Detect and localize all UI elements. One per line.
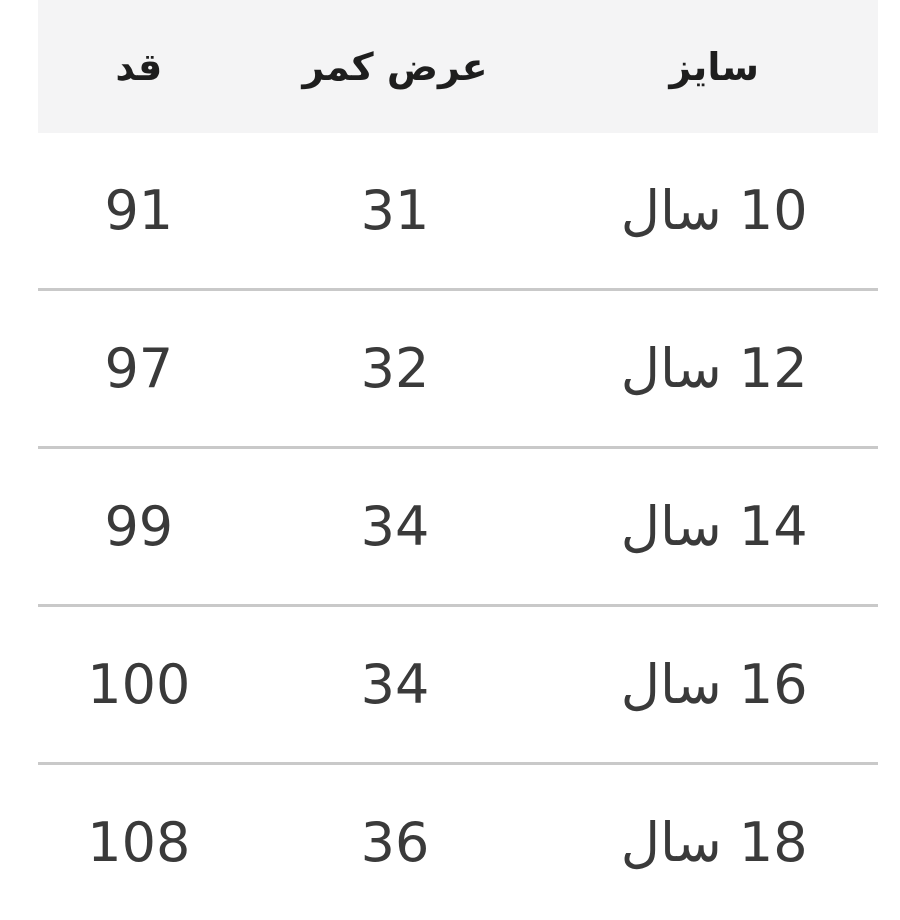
table-row: 16 سال 34 100	[38, 606, 878, 764]
size-chart-container: سایز عرض کمر قد 10 سال 31 91 12 سال 32 9…	[38, 0, 878, 920]
cell-waist-width: 31	[240, 133, 551, 290]
cell-height: 91	[38, 133, 240, 290]
table-row: 14 سال 34 99	[38, 448, 878, 606]
table-header-row: سایز عرض کمر قد	[38, 0, 878, 133]
cell-height: 100	[38, 606, 240, 764]
cell-height: 108	[38, 764, 240, 920]
cell-waist-width: 34	[240, 448, 551, 606]
cell-waist-width: 34	[240, 606, 551, 764]
table-row: 12 سال 32 97	[38, 290, 878, 448]
cell-height: 99	[38, 448, 240, 606]
cell-size: 12 سال	[550, 290, 878, 448]
cell-size: 10 سال	[550, 133, 878, 290]
header-cell-height: قد	[38, 0, 240, 133]
cell-waist-width: 32	[240, 290, 551, 448]
cell-height: 97	[38, 290, 240, 448]
page: { "page": { "background": "#ffffff" }, "…	[0, 0, 900, 900]
table-row: 18 سال 36 108	[38, 764, 878, 920]
size-chart-table: سایز عرض کمر قد 10 سال 31 91 12 سال 32 9…	[38, 0, 878, 920]
cell-size: 16 سال	[550, 606, 878, 764]
cell-size: 14 سال	[550, 448, 878, 606]
header-cell-waist-width: عرض کمر	[240, 0, 551, 133]
header-cell-size: سایز	[550, 0, 878, 133]
cell-size: 18 سال	[550, 764, 878, 920]
cell-waist-width: 36	[240, 764, 551, 920]
table-row: 10 سال 31 91	[38, 133, 878, 290]
